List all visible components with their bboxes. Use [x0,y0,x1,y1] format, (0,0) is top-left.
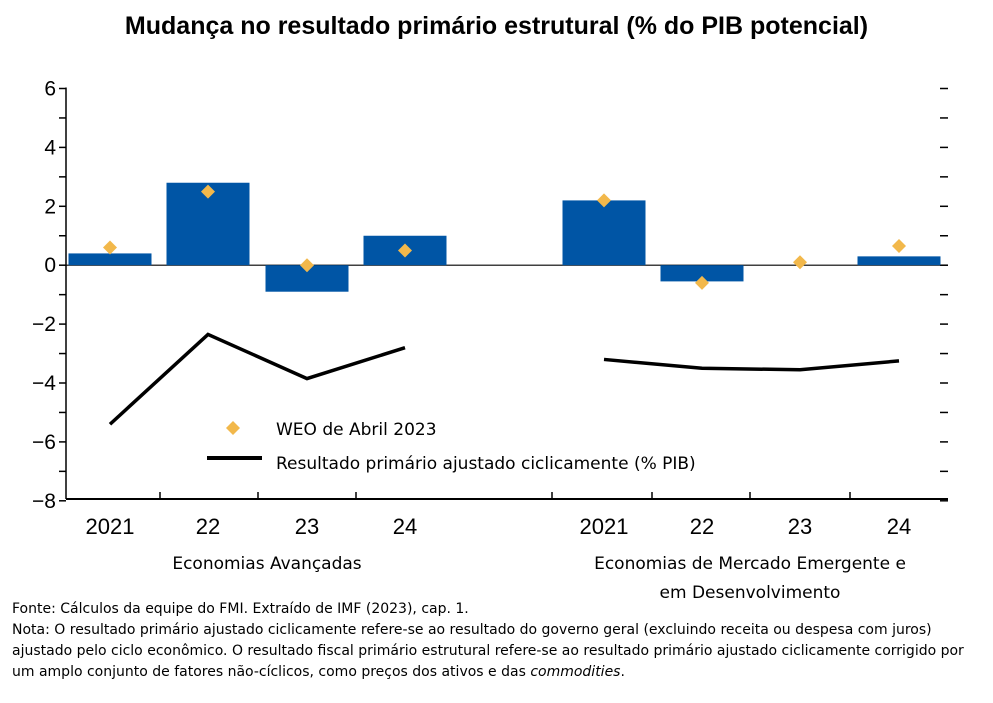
x-tick-label: 23 [788,514,812,539]
bar [68,253,152,266]
x-tick-label: 24 [887,514,911,539]
marker-point [892,239,906,254]
chart-title: Mudança no resultado primário estrutural… [124,12,869,40]
bar-series [68,182,941,292]
note-end: . [620,664,625,680]
y-tick-label: 6 [44,78,56,101]
y-tick-label: −6 [32,431,56,454]
y-tick-label: 0 [44,254,56,277]
marker-point [695,275,709,290]
chart-svg: 6 4 2 0 −2 −4 −6 −8 2021 22 23 24 2021 22 23 24 WEO de… [32,78,948,600]
marker-series [103,184,906,290]
series-line-group-1 [108,332,406,426]
x-tick-label: 24 [393,514,417,539]
group-label-emerging-line2: em Desenvolvimento [660,583,841,600]
legend-marker-label: WEO de Abril 2023 [276,420,437,440]
y-tick-label: 4 [44,136,56,159]
group-label-emerging: Economias de Mercado Emergente e [594,554,906,574]
legend: WEO de Abril 2023 Resultado primário aju… [207,420,696,474]
marker-point [398,243,412,258]
series-line-group-2 [603,357,900,372]
source-note: Fonte: Cálculos da equipe do FMI. Extraí… [12,601,469,617]
marker-point [793,255,807,270]
line-series [108,332,900,426]
x-tick-label: 22 [690,514,714,539]
axes: 6 4 2 0 −2 −4 −6 −8 [32,78,948,513]
marker-point [300,258,314,273]
marker-point [103,240,117,255]
legend-line-label: Resultado primário ajustado ciclicamente… [276,454,696,474]
y-tick-label: −8 [32,490,56,513]
x-tick-labels: 2021 22 23 24 2021 22 23 24 [86,514,912,539]
group-label-advanced: Economias Avançadas [172,554,361,574]
bar [857,256,941,266]
marker-point [597,193,611,208]
y-tick-label: −2 [32,313,56,336]
y-tick-label: −4 [32,372,56,395]
y-tick-label: 2 [44,195,56,218]
x-tick-label: 23 [295,514,319,539]
x-tick-label: 2021 [86,514,135,539]
x-tick-label: 2021 [580,514,629,539]
marker-point [201,184,215,199]
bar [660,265,744,282]
legend-marker-swatch [226,421,240,435]
explanatory-note: Nota: O resultado primário ajustado cicl… [12,620,972,683]
note-italic: commodities [530,664,621,680]
bar [562,200,646,266]
x-tick-label: 22 [196,514,220,539]
notes: Fonte: Cálculos da equipe do FMI. Extraí… [12,599,972,683]
group-labels: Economias Avançadas Economias de Mercado … [172,554,906,600]
note-text: Nota: O resultado primário ajustado cicl… [12,622,964,680]
